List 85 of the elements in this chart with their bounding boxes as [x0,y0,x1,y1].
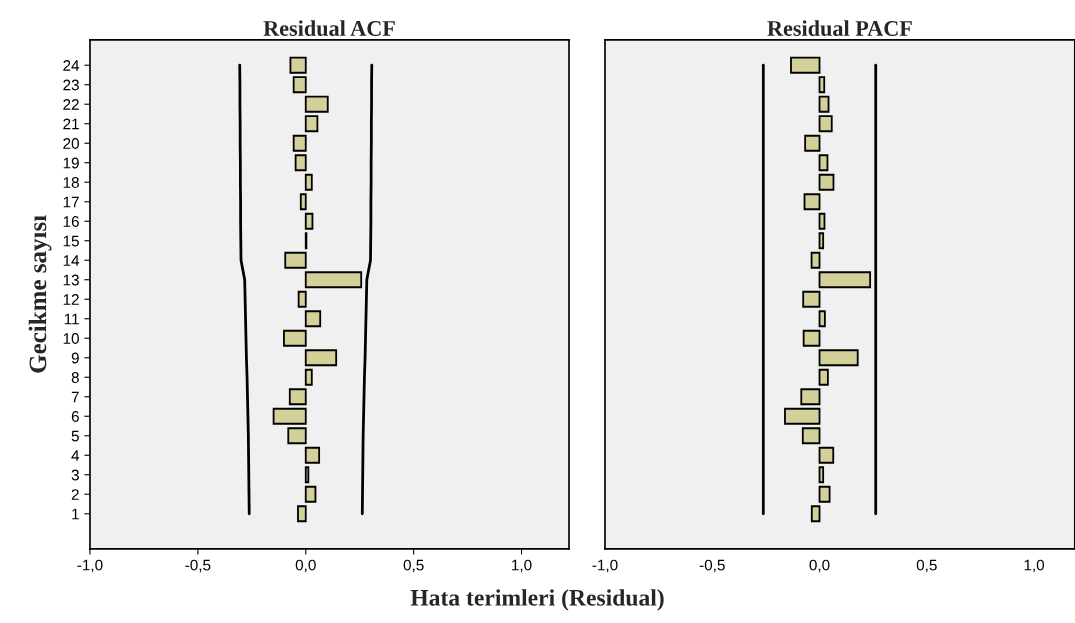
bar [818,115,833,133]
bar [818,154,829,172]
x-tick-label: 0,5 [916,559,937,573]
x-tick-label: -1,0 [592,559,618,573]
bar [804,134,821,152]
bar [304,173,313,191]
bar [818,466,825,484]
y-tick-label: 4 [71,450,80,461]
y-tick-label: 9 [71,352,79,364]
y-tick-label: 21 [63,118,79,130]
bar [304,485,317,503]
y-tick-label: 23 [63,79,79,91]
bar [810,251,821,269]
bar [283,329,307,347]
bar [304,349,338,367]
bar [304,95,329,113]
y-tick-label: 12 [63,294,79,305]
x-tick-label: 1,0 [512,559,532,573]
y-tick-label: 2 [71,489,79,500]
y-tick-label: 11 [64,313,79,325]
bar [299,193,307,211]
y-tick-label: 24 [63,60,80,71]
bar [304,212,314,230]
y-tick-label: 14 [63,255,80,266]
bar [818,485,831,503]
bar [818,95,830,113]
bar [818,76,826,94]
bar [292,134,307,152]
y-tick-label: 16 [63,216,79,227]
y-tick-label: 10 [63,333,79,344]
bar [818,368,829,386]
x-axis-title: Hata terimleri (Residual) [410,589,664,611]
bar [297,505,307,523]
y-tick-label: 22 [63,99,79,110]
bar [818,232,825,250]
x-tick-label: 0,5 [403,559,424,573]
bar [818,310,826,328]
y-tick-label: 3 [71,469,79,481]
bar [287,427,307,445]
y-tick-label: 8 [71,372,79,383]
bar [818,446,835,464]
chart-title: Residual PACF [767,20,912,36]
x-tick-label: 0,0 [809,559,830,573]
y-tick-label: 15 [63,235,79,247]
bar [810,505,821,523]
bar [304,310,322,328]
bar [304,271,363,289]
y-axis-title: Gecikme sayısı [28,215,52,373]
x-tick-label: 1,0 [1024,559,1045,573]
bar [818,349,859,367]
bar [288,388,307,406]
x-tick-label: -0,5 [699,559,725,573]
bar [790,56,821,74]
y-tick-label: 17 [63,196,79,208]
bar [818,173,835,191]
y-tick-label: 5 [71,430,79,442]
y-tick-label: 19 [63,157,79,169]
bar [802,290,821,308]
bar [803,193,821,211]
bar [304,466,310,484]
x-tick-label: -0,5 [185,559,211,573]
bar [284,251,307,269]
x-tick-label: -1,0 [77,559,103,573]
x-tick-label: 0,0 [295,559,316,573]
bar [294,154,307,172]
y-tick-label: 6 [71,411,79,422]
y-tick-label: 1 [72,508,79,520]
bar [304,446,321,464]
bar [801,427,821,445]
chart-title: Residual ACF [263,20,395,36]
bar [784,407,821,425]
bar [800,388,821,406]
bar [297,290,307,308]
y-tick-label: 7 [71,391,79,403]
y-tick-label: 13 [63,274,79,286]
y-tick-label: 20 [63,138,79,149]
bar [818,212,826,230]
bar [289,56,307,74]
bar [272,407,307,425]
bar [818,271,872,289]
bar [292,76,307,94]
bar [802,329,821,347]
bar [304,368,313,386]
y-tick-label: 18 [63,177,79,188]
bar [304,115,319,133]
